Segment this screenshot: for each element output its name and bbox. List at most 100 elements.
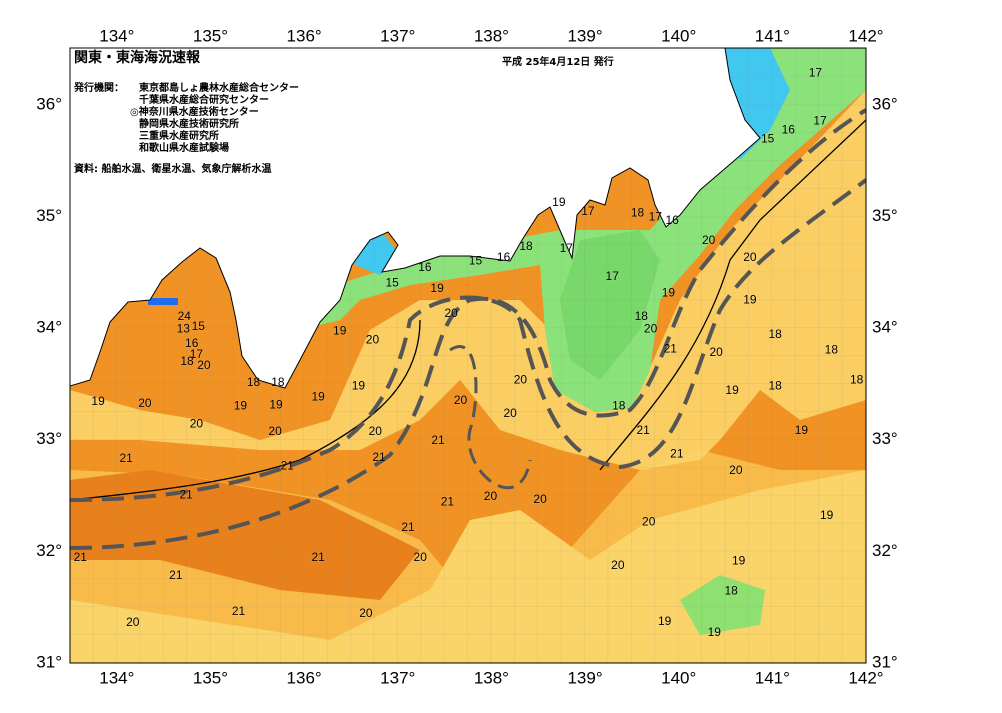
contour-label: 18 [825, 343, 839, 357]
y-tick-label: 31° [872, 652, 898, 671]
y-tick-label: 35° [872, 206, 898, 225]
y-tick-label: 33° [872, 429, 898, 448]
contour-label: 20 [454, 393, 468, 407]
contour-label: 20 [366, 333, 380, 347]
contour-label: 18 [519, 239, 533, 253]
contour-label: 18 [635, 309, 649, 323]
contour-label: 20 [414, 550, 428, 564]
contour-label: 19 [725, 383, 739, 397]
contour-label: 21 [74, 550, 88, 564]
land [70, 48, 761, 389]
isotherm [70, 319, 421, 501]
contour-label: 16 [418, 260, 432, 274]
x-tick-label: 135° [193, 668, 228, 687]
y-tick-label: 31° [36, 652, 62, 671]
contour-label: 20 [444, 306, 458, 320]
contour-label: 18 [612, 398, 626, 412]
contour-label: 20 [514, 373, 528, 387]
x-tick-label: 140° [661, 26, 696, 45]
contour-label: 18 [724, 584, 738, 598]
x-tick-label: 141° [755, 668, 790, 687]
contour-label: 21 [670, 446, 684, 460]
agency: 和歌山県水産試験場 [138, 141, 229, 154]
x-tick-label: 141° [755, 26, 790, 45]
y-tick-label: 34° [872, 318, 898, 337]
title-box [71, 49, 501, 65]
y-tick-label: 32° [36, 541, 62, 560]
contour-label: 19 [552, 195, 566, 209]
contour-label: 15 [469, 253, 483, 267]
contour-label: 20 [644, 321, 658, 335]
y-tick-label: 32° [872, 541, 898, 560]
contour-label: 20 [743, 250, 757, 264]
y-tick-label: 36° [36, 94, 62, 113]
contour-label: 15 [192, 319, 206, 333]
issue-date: 平成 25年4月12日 発行 [502, 55, 614, 68]
x-tick-label: 137° [380, 668, 415, 687]
contour-label: 20 [533, 492, 547, 506]
x-tick-label: 139° [567, 668, 602, 687]
contour-label: 16 [497, 250, 511, 264]
contour-label: 21 [431, 433, 445, 447]
x-tick-label: 136° [287, 668, 322, 687]
x-tick-label: 138° [474, 26, 509, 45]
y-tick-label: 36° [872, 94, 898, 113]
contour-label: 21 [179, 488, 193, 502]
contour-label: 18 [850, 373, 864, 387]
contour-label: 20 [611, 558, 625, 572]
contour-label: 20 [503, 406, 517, 420]
contour-label: 15 [761, 132, 775, 146]
contour-label: 21 [232, 604, 246, 618]
contour-label: 17 [813, 114, 827, 128]
contour-label: 19 [91, 394, 105, 408]
contour-label: 20 [268, 424, 282, 438]
contour-label: 20 [729, 463, 743, 477]
contour-label: 19 [269, 397, 283, 411]
agency: 東京都島しょ農林水産総合センター [139, 81, 299, 94]
contour-label: 21 [281, 459, 295, 473]
contour-label: 19 [658, 614, 672, 628]
contour-label: 20 [138, 396, 152, 410]
kuroshio-axis [70, 108, 866, 550]
contour-label: 16 [665, 213, 679, 227]
y-tick-label: 34° [36, 318, 62, 337]
agency-list: 東京都島しょ農林水産総合センター千葉県水産総合研究センター◎神奈川県水産技術セン… [130, 81, 299, 154]
contour-label: 16 [185, 336, 199, 350]
contour-label: 24 [178, 309, 192, 323]
x-tick-label: 137° [380, 26, 415, 45]
contour-label: 18 [768, 327, 782, 341]
x-tick-label: 135° [193, 26, 228, 45]
contour-label: 13 [177, 321, 191, 335]
contour-label: 18 [631, 205, 645, 219]
contour-label: 18 [271, 375, 285, 389]
sea-surface [70, 48, 866, 663]
contour-label: 19 [732, 554, 746, 568]
y-tick-label: 33° [36, 429, 62, 448]
contour-label: 18 [247, 375, 261, 389]
contour-label: 21 [120, 451, 134, 465]
contour-label: 17 [190, 347, 204, 361]
contour-label: 20 [359, 606, 373, 620]
x-tick-label: 136° [287, 26, 322, 45]
contour-label: 19 [708, 625, 722, 639]
contour-label: 21 [372, 450, 386, 464]
contour-label: 19 [430, 281, 444, 295]
contour-label: 19 [662, 286, 676, 300]
axis-labels: 134° 134° 135° 135° 136° 136° 137° 137° 138° 138°… [36, 26, 897, 687]
contour-label: 19 [333, 324, 347, 338]
kuroshio-axis [449, 345, 532, 490]
data-source: 資料: 船舶水温、衛星水温、気象庁解析水温 [74, 162, 271, 175]
contour-label: 20 [197, 358, 211, 372]
isotherm [599, 119, 866, 471]
contour-label: 18 [180, 354, 194, 368]
contour-label: 18 [768, 378, 782, 392]
contour-label: 17 [606, 269, 620, 283]
contour-label: 20 [126, 615, 140, 629]
title: 関東・東海海況速報 [74, 49, 201, 66]
contour-label: 21 [441, 494, 455, 508]
agency: ◎神奈川県水産技術センター [130, 105, 259, 118]
x-tick-label: 139° [567, 26, 602, 45]
